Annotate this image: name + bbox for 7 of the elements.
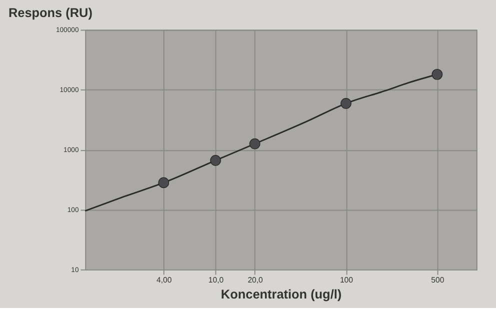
x-tick-label: 4,00 <box>156 276 172 285</box>
x-tick-label: 500 <box>431 276 445 285</box>
x-tick-label: 20,0 <box>248 276 264 285</box>
x-tick-label: 10,0 <box>208 276 224 285</box>
chart-title: Respons (RU) <box>8 5 92 20</box>
x-axis-title: Koncentration (ug/l) <box>220 286 342 302</box>
x-tick-label: 100 <box>340 276 354 285</box>
